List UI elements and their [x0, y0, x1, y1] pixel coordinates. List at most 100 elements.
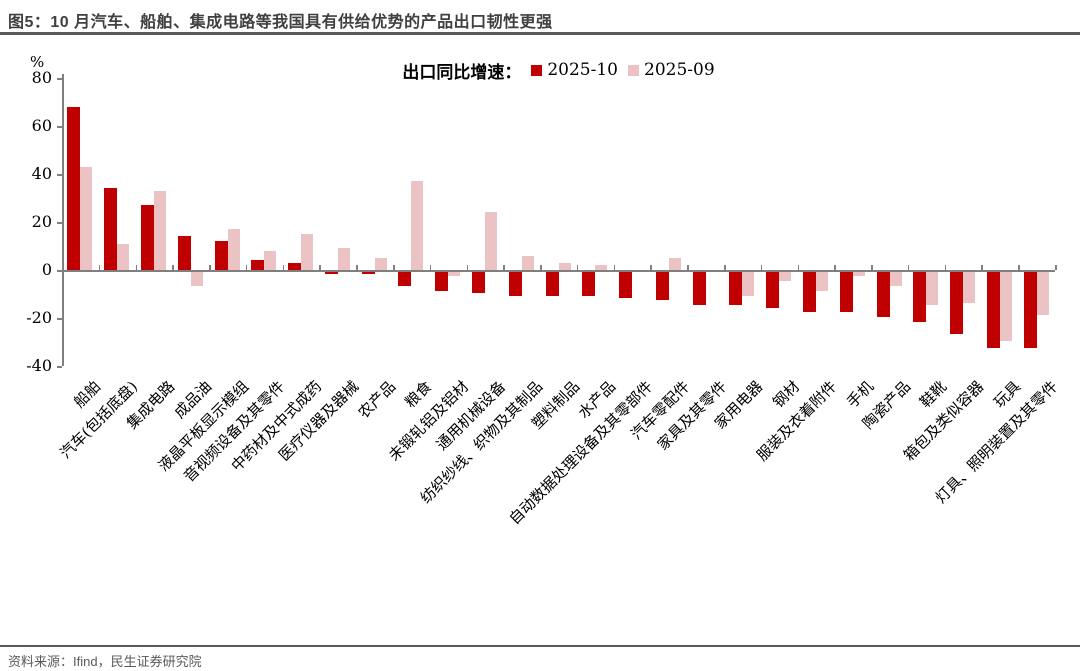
footer-divider: [0, 645, 1080, 647]
bar-2025-10-船舶: [67, 106, 81, 270]
bar-2025-09-未锻轧铝及铝材: [448, 271, 461, 277]
y-axis-tick-label: 0: [41, 260, 52, 279]
x-axis-tick: [429, 265, 432, 270]
bar-2025-09-服装及衣着附件: [815, 271, 828, 291]
bar-2025-09-水产品: [595, 265, 608, 270]
x-axis-tick: [576, 265, 579, 270]
footer-source: 资料来源：Ifind，民生证券研究院: [8, 654, 202, 669]
x-axis-tick: [393, 265, 395, 270]
x-axis-tick: [871, 265, 873, 270]
y-axis-line: [62, 74, 64, 366]
y-axis-unit-label: %: [30, 53, 45, 71]
y-axis-tick-label: 60: [31, 116, 52, 135]
bar-2025-09-成品油: [190, 271, 203, 286]
x-axis-tick: [613, 265, 616, 270]
bar-2025-10-手机: [839, 271, 853, 313]
x-axis-tick: [466, 265, 469, 270]
bar-2025-10-通用机械设备: [471, 271, 485, 294]
bar-2025-10-鞋靴: [913, 271, 927, 322]
bar-2025-09-粮食: [411, 181, 424, 270]
bar-2025-10-集成电路: [140, 205, 154, 270]
bar-2025-10-成品油: [177, 236, 191, 270]
bar-2025-09-农产品: [374, 258, 387, 270]
bar-2025-10-液晶平板显示模组: [214, 241, 228, 270]
x-axis-tick: [907, 265, 910, 270]
bar-2025-10-医疗仪器及器械: [324, 271, 338, 274]
y-axis-tick: [57, 222, 62, 224]
bar-2025-09-家用电器: [742, 271, 755, 296]
bar-2025-10-水产品: [582, 271, 596, 296]
x-axis-tick: [245, 265, 248, 270]
x-axis-tick: [834, 265, 836, 270]
bar-2025-09-通用机械设备: [484, 212, 497, 270]
x-axis-tick: [503, 265, 505, 270]
bar-2025-09-汽车零配件: [668, 258, 681, 270]
bar-2025-10-汽车零配件: [655, 271, 669, 301]
bar-2025-10-音视频设备及其零件: [251, 260, 265, 270]
bar-2025-10-纺织纱线、织物及其制品: [508, 271, 522, 296]
chart-legend: 出口同比增速： 2025-10 2025-09: [62, 58, 1055, 82]
bar-2025-10-陶瓷产品: [876, 271, 890, 318]
x-axis-tick: [1018, 265, 1020, 270]
series2-swatch-icon: [628, 64, 639, 76]
y-axis-tick-label: 20: [31, 212, 52, 231]
y-axis-tick-label: 80: [31, 68, 52, 87]
y-axis-tick: [57, 174, 62, 176]
bar-2025-09-手机: [852, 271, 865, 277]
bar-2025-10-玩具: [986, 271, 1000, 349]
y-axis-tick-label: 40: [31, 164, 52, 183]
figure-title: 图5：10 月汽车、船舶、集成电路等我国具有供给优势的产品出口韧性更强: [8, 14, 553, 31]
y-axis-tick-label: -20: [26, 308, 52, 327]
bar-2025-09-玩具: [999, 271, 1012, 342]
bar-2025-09-音视频设备及其零件: [264, 250, 277, 270]
x-axis-tick: [98, 265, 101, 270]
bar-2025-10-农产品: [361, 271, 375, 274]
bar-2025-10-自动数据处理设备及其零部件: [619, 271, 633, 298]
title-underline: [0, 32, 1080, 35]
bar-2025-10-中药材及中式成药: [288, 262, 302, 270]
legend-title: 出口同比增速：: [402, 62, 522, 82]
bar-2025-09-箱包及类似容器: [963, 271, 976, 303]
x-axis-tick: [356, 265, 358, 270]
bar-2025-09-集成电路: [153, 190, 166, 270]
bar-2025-09-纺织纱线、织物及其制品: [521, 255, 534, 270]
bar-2025-10-箱包及类似容器: [950, 271, 964, 334]
x-axis-tick: [282, 265, 285, 270]
bar-2025-09-医疗仪器及器械: [337, 248, 350, 270]
bar-2025-09-塑料制品: [558, 262, 571, 270]
bar-2025-09-中药材及中式成药: [301, 234, 314, 270]
bar-2025-10-家用电器: [729, 271, 743, 306]
bar-2025-09-陶瓷产品: [889, 271, 902, 286]
bar-2025-09-液晶平板显示模组: [227, 229, 240, 270]
x-axis-tick: [172, 265, 174, 270]
bar-2025-10-服装及衣着附件: [802, 271, 816, 313]
bar-2025-10-塑料制品: [545, 271, 559, 296]
legend-item-2025-09: 2025-09: [628, 60, 715, 80]
series1-swatch-icon: [531, 64, 543, 76]
x-axis-tick: [944, 265, 947, 270]
bar-2025-10-粮食: [398, 271, 412, 286]
bar-2025-10-未锻轧铝及铝材: [435, 271, 449, 291]
x-axis-tick: [760, 265, 763, 270]
legend-label-2025-09: 2025-09: [644, 60, 715, 80]
x-axis-tick: [797, 265, 800, 270]
x-axis-zero-line: [62, 270, 1055, 272]
x-axis-tick: [650, 265, 652, 270]
x-axis-tick: [687, 265, 689, 270]
bar-2025-10-灯具、照明装置及其零件: [1023, 271, 1037, 349]
x-axis-tick: [209, 265, 211, 270]
bar-2025-10-家具及其零件: [692, 271, 706, 306]
y-axis-tick: [57, 270, 62, 272]
x-axis-tick: [319, 265, 321, 270]
bar-2025-09-汽车(包括底盘): [117, 243, 130, 270]
legend-item-2025-10: 2025-10: [531, 60, 618, 80]
bar-2025-10-汽车(包括底盘): [104, 188, 118, 270]
x-axis-tick: [135, 265, 138, 270]
y-axis-tick: [57, 78, 62, 80]
legend-label-2025-10: 2025-10: [547, 60, 618, 80]
y-axis-tick: [57, 366, 62, 368]
y-axis-tick-label: -40: [26, 356, 52, 375]
bar-2025-09-船舶: [80, 166, 93, 270]
